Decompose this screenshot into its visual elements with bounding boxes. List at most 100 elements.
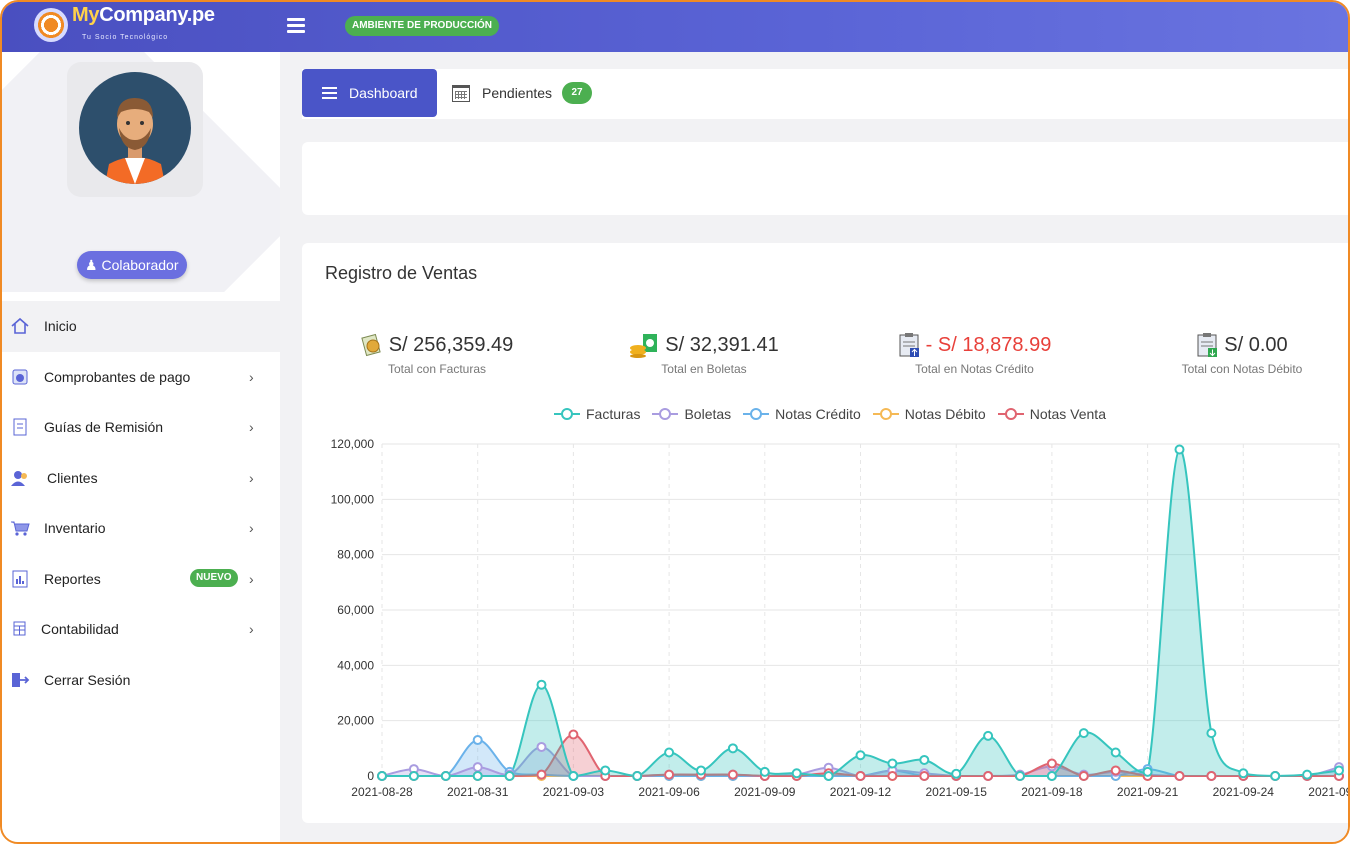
- y-tick-label: 100,000: [331, 492, 375, 506]
- company-logo[interactable]: MyCompany.pe Tu Socio Tecnológico: [30, 2, 230, 52]
- x-tick-label: 2021-08-28: [351, 785, 413, 799]
- data-point[interactable]: [1046, 758, 1057, 769]
- data-point[interactable]: [727, 743, 738, 754]
- sidebar-item-guias[interactable]: Guías de Remisión ›: [2, 402, 280, 453]
- avatar[interactable]: [67, 62, 203, 197]
- data-point[interactable]: [472, 762, 483, 773]
- legend-label: Notas Crédito: [775, 406, 861, 422]
- legend-item-boletas[interactable]: Boletas: [652, 406, 731, 422]
- sidebar-item-cerrar-sesion[interactable]: Cerrar Sesión: [2, 655, 280, 706]
- data-point[interactable]: [919, 754, 930, 765]
- legend-item-notas-debito[interactable]: Notas Débito: [872, 406, 986, 422]
- debit-note-icon: [1196, 332, 1220, 358]
- data-point[interactable]: [536, 679, 547, 690]
- data-point[interactable]: [759, 766, 770, 777]
- document-icon: [10, 418, 30, 436]
- sales-title: Registro de Ventas: [325, 263, 478, 283]
- legend-item-notas-credito[interactable]: Notas Crédito: [743, 406, 861, 422]
- data-point[interactable]: [408, 771, 419, 781]
- data-point[interactable]: [1206, 728, 1217, 739]
- y-tick-label: 20,000: [337, 714, 374, 728]
- data-point[interactable]: [377, 771, 387, 781]
- data-point[interactable]: [600, 765, 611, 776]
- sidebar-item-inventario[interactable]: Inventario ›: [2, 503, 280, 554]
- data-point[interactable]: [1174, 771, 1185, 781]
- data-point[interactable]: [823, 771, 834, 781]
- data-point[interactable]: [983, 730, 994, 741]
- sidebar-item-label: Inventario: [44, 520, 106, 537]
- sidebar-item-reportes[interactable]: Reportes NUEVO ›: [2, 554, 280, 605]
- x-tick-label: 2021-09-24: [1213, 785, 1275, 799]
- data-point[interactable]: [1174, 444, 1185, 455]
- data-point[interactable]: [887, 758, 898, 769]
- pending-count-badge: 27: [562, 82, 593, 104]
- tab-pendientes[interactable]: Pendientes 27: [452, 69, 593, 117]
- data-point[interactable]: [664, 747, 675, 758]
- y-tick-label: 60,000: [337, 603, 374, 617]
- data-point[interactable]: [1302, 769, 1313, 780]
- main-content: Dashboard Pendientes 27 Registro de Vent…: [280, 52, 1348, 842]
- data-point[interactable]: [855, 750, 866, 761]
- sidebar-item-inicio[interactable]: Inicio: [2, 301, 280, 352]
- data-point[interactable]: [472, 771, 483, 781]
- data-point[interactable]: [983, 771, 994, 781]
- colaborador-button[interactable]: ♟ Colaborador: [77, 251, 187, 279]
- chevron-right-icon: ›: [249, 570, 254, 587]
- legend-item-notas-venta[interactable]: Notas Venta: [997, 406, 1106, 422]
- data-point[interactable]: [1078, 771, 1089, 781]
- stat-value: S/ 0.00: [1224, 333, 1288, 356]
- data-point[interactable]: [951, 768, 962, 779]
- data-point[interactable]: [536, 769, 547, 780]
- x-tick-label: 2021-09-21: [1117, 785, 1179, 799]
- legend-marker: [997, 408, 1024, 420]
- data-point[interactable]: [1238, 768, 1249, 779]
- data-point[interactable]: [504, 771, 515, 781]
- data-point[interactable]: [1046, 771, 1057, 781]
- data-point[interactable]: [440, 771, 451, 781]
- data-point[interactable]: [1110, 747, 1121, 758]
- data-point[interactable]: [536, 741, 547, 752]
- stat-value: - S/ 18,878.99: [925, 333, 1052, 356]
- data-point[interactable]: [1334, 765, 1344, 776]
- legend-item-facturas[interactable]: Facturas: [554, 406, 640, 422]
- data-point[interactable]: [727, 769, 738, 780]
- menu-toggle-icon[interactable]: [287, 18, 305, 34]
- tab-label: Dashboard: [349, 85, 418, 101]
- x-tick-label: 2021-09-09: [734, 785, 796, 799]
- data-point[interactable]: [568, 729, 579, 740]
- data-point[interactable]: [1142, 766, 1153, 777]
- stat-label: Total con Facturas: [387, 362, 487, 376]
- sidebar-item-contabilidad[interactable]: Contabilidad ›: [2, 604, 280, 655]
- data-point[interactable]: [855, 771, 866, 781]
- y-tick-label: 120,000: [331, 437, 375, 451]
- sales-card: Registro de Ventas S/ 256,359.49 Total c…: [302, 243, 1348, 823]
- money-stack-icon: [629, 332, 661, 358]
- data-point[interactable]: [887, 771, 898, 781]
- data-point[interactable]: [472, 735, 483, 746]
- data-point[interactable]: [632, 771, 643, 781]
- x-tick-label: 2021-09-18: [1021, 785, 1083, 799]
- gear-logo-icon: [34, 8, 68, 42]
- chevron-right-icon: ›: [249, 368, 254, 385]
- x-tick-label: 2021-09-12: [830, 785, 892, 799]
- legend-marker: [872, 408, 899, 420]
- data-point[interactable]: [1206, 771, 1217, 781]
- calendar-icon: [452, 84, 470, 102]
- data-point[interactable]: [919, 771, 930, 781]
- data-point[interactable]: [696, 765, 706, 776]
- sidebar-item-clientes[interactable]: Clientes ›: [2, 453, 280, 504]
- data-point[interactable]: [664, 769, 675, 780]
- data-point[interactable]: [791, 768, 802, 779]
- data-point[interactable]: [1110, 765, 1121, 776]
- sidebar-item-comprobantes[interactable]: Comprobantes de pago ›: [2, 352, 280, 403]
- sidebar-item-label: Comprobantes de pago: [44, 368, 191, 385]
- environment-badge: AMBIENTE DE PRODUCCIÓN: [345, 16, 500, 36]
- data-point[interactable]: [1270, 771, 1281, 781]
- stat-label: Total en Boletas: [661, 362, 747, 376]
- data-point[interactable]: [568, 771, 579, 781]
- invoice-coin-icon: [361, 332, 385, 358]
- tab-dashboard[interactable]: Dashboard: [302, 69, 437, 117]
- series-area: [382, 734, 1339, 776]
- data-point[interactable]: [1078, 728, 1089, 739]
- data-point[interactable]: [1015, 771, 1025, 781]
